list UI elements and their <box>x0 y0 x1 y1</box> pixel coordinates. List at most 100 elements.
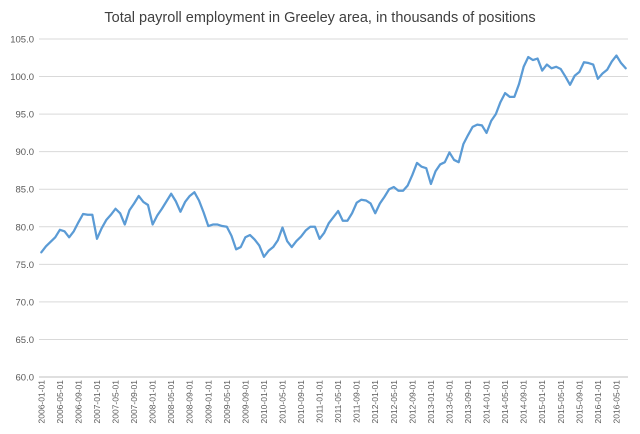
data-point <box>304 229 306 231</box>
data-point <box>63 230 65 232</box>
y-tick-label: 75.0 <box>16 260 35 271</box>
data-point <box>536 57 538 59</box>
data-point <box>407 184 409 186</box>
data-point <box>230 235 232 237</box>
data-point <box>458 161 460 163</box>
data-point <box>105 219 107 221</box>
x-tick-label: 2012-09-01 <box>407 380 417 424</box>
x-tick-label: 2010-09-01 <box>296 380 306 424</box>
y-tick-label: 100.0 <box>10 72 34 83</box>
data-point <box>184 201 186 203</box>
data-point <box>133 202 135 204</box>
data-point <box>550 67 552 69</box>
data-point <box>281 226 283 228</box>
data-point <box>522 66 524 68</box>
data-point <box>244 236 246 238</box>
data-point <box>156 214 158 216</box>
x-tick-label: 2013-09-01 <box>463 380 473 424</box>
data-point <box>337 210 339 212</box>
data-point <box>300 235 302 237</box>
data-point <box>342 220 344 222</box>
data-point <box>416 162 418 164</box>
data-point <box>439 163 441 165</box>
y-tick-label: 90.0 <box>16 147 35 158</box>
data-point <box>40 251 42 253</box>
x-tick-label: 2010-05-01 <box>277 380 287 424</box>
data-point <box>142 201 144 203</box>
data-point <box>295 240 297 242</box>
x-tick-label: 2009-05-01 <box>222 380 232 424</box>
data-point <box>495 113 497 115</box>
data-point <box>253 238 255 240</box>
data-point <box>212 223 214 225</box>
data-point <box>207 225 209 227</box>
gridlines <box>39 38 628 340</box>
x-tick-label: 2012-01-01 <box>370 380 380 424</box>
data-point <box>444 161 446 163</box>
data-point <box>161 208 163 210</box>
data-point <box>587 62 589 64</box>
data-point <box>555 66 557 68</box>
data-point <box>624 67 626 69</box>
data-point <box>430 183 432 185</box>
chart-title: Total payroll employment in Greeley area… <box>104 10 536 26</box>
data-point <box>165 200 167 202</box>
data-point <box>110 214 112 216</box>
data-point <box>393 186 395 188</box>
x-tick-label: 2011-09-01 <box>352 380 362 423</box>
x-tick-label: 2006-01-01 <box>36 380 46 424</box>
data-point <box>388 188 390 190</box>
data-point <box>374 212 376 214</box>
data-point <box>138 195 140 197</box>
data-point <box>541 69 543 71</box>
data-point <box>481 124 483 126</box>
data-point <box>45 245 47 247</box>
data-point <box>383 196 385 198</box>
data-point <box>578 71 580 73</box>
data-point <box>569 84 571 86</box>
data-point <box>318 238 320 240</box>
x-tick-label: 2006-05-01 <box>55 380 65 424</box>
data-point <box>151 223 153 225</box>
data-point <box>615 54 617 56</box>
data-point <box>420 165 422 167</box>
data-point <box>592 63 594 65</box>
data-point <box>314 226 316 228</box>
data-point <box>277 239 279 241</box>
x-tick-label: 2015-05-01 <box>556 380 566 424</box>
data-point <box>434 170 436 172</box>
data-point <box>87 214 89 216</box>
data-point <box>82 213 84 215</box>
data-point <box>179 211 181 213</box>
y-tick-label: 95.0 <box>16 110 35 121</box>
x-tick-label: 2015-09-01 <box>574 380 584 424</box>
data-point <box>309 226 311 228</box>
data-point <box>235 248 237 250</box>
data-point <box>564 75 566 77</box>
x-tick-label: 2016-01-01 <box>593 380 603 424</box>
data-point <box>606 69 608 71</box>
data-point <box>513 96 515 98</box>
series-line <box>40 54 627 258</box>
x-axis-tick-labels: 2006-01-01 2006-05-01 2006-09-01 2007-01-01… <box>36 380 621 424</box>
x-tick-label: 2011-05-01 <box>333 380 343 423</box>
x-tick-label: 2009-01-01 <box>203 380 213 424</box>
x-tick-label: 2014-01-01 <box>482 380 492 424</box>
x-tick-label: 2006-09-01 <box>73 380 83 424</box>
data-point <box>499 101 501 103</box>
data-point <box>323 232 325 234</box>
data-point <box>411 174 413 176</box>
data-point <box>573 75 575 77</box>
x-tick-label: 2014-09-01 <box>519 380 529 424</box>
data-point <box>583 61 585 63</box>
x-tick-label: 2013-01-01 <box>426 380 436 424</box>
data-point <box>193 191 195 193</box>
y-tick-label: 80.0 <box>16 222 35 233</box>
data-point <box>147 204 149 206</box>
data-point <box>504 92 506 94</box>
data-point <box>476 123 478 125</box>
data-point <box>114 208 116 210</box>
data-point <box>332 216 334 218</box>
y-axis-tick-labels: 60.0 65.0 70.0 75.0 80.0 85.0 90.0 95.0 100.0 105… <box>10 35 34 384</box>
data-point <box>346 220 348 222</box>
